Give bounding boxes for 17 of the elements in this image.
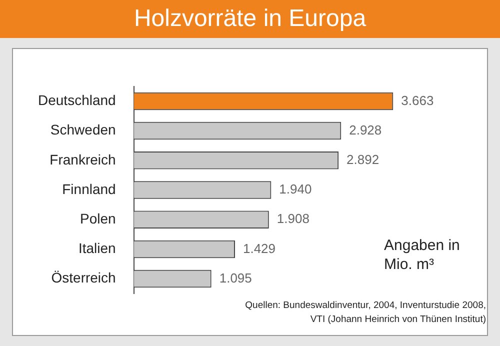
data-label: 1.940 <box>279 182 312 197</box>
source-note: Quellen: Bundeswaldinventur, 2004, Inventurstudie 2008, VTI (Johann Heinrich von Thünen Institut) <box>244 299 486 327</box>
chart-title: Holzvorräte in Europa <box>0 0 500 38</box>
y-tick-label: Österreich <box>51 270 116 286</box>
y-tick-label: Polen <box>80 210 116 226</box>
annotation: Angaben in Mio. m³ <box>384 236 461 274</box>
y-tick-label: Deutschland <box>38 92 116 108</box>
data-label: 1.095 <box>219 270 252 286</box>
data-label: 3.663 <box>401 92 434 108</box>
y-tick-label: Italien <box>78 240 116 256</box>
data-label: 2.892 <box>346 152 380 167</box>
data-label: 1.429 <box>242 240 276 256</box>
y-tick-label: Finnland <box>62 180 116 197</box>
y-tick-label: Schweden <box>50 122 116 138</box>
data-label: 1.908 <box>276 211 310 226</box>
y-tick-label: Frankreich <box>50 151 116 168</box>
data-label: 2.928 <box>349 122 382 138</box>
